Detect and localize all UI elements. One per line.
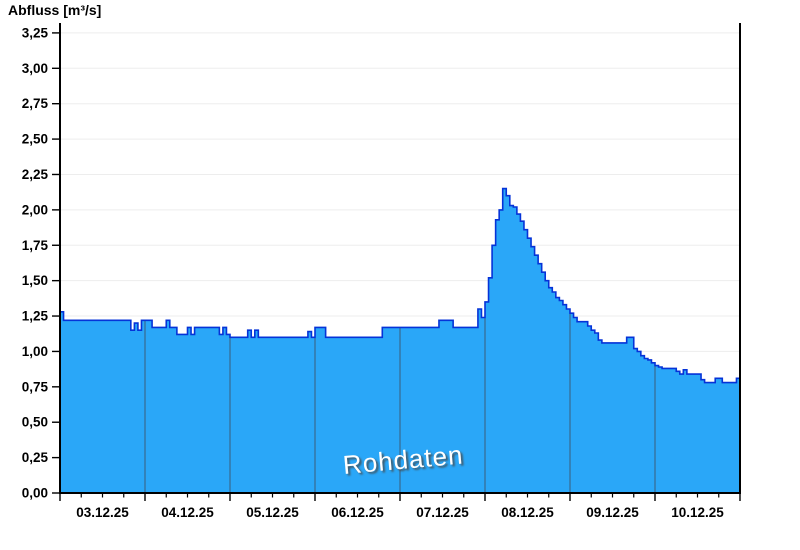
- x-tick-label: 05.12.25: [246, 505, 299, 520]
- y-tick-label: 1,25: [22, 309, 49, 324]
- y-tick-label: 1,50: [22, 273, 48, 288]
- x-tick-label: 10.12.25: [671, 505, 724, 520]
- y-tick-label: 0,75: [22, 379, 49, 394]
- y-tick-label: 0,50: [22, 415, 48, 430]
- y-tick-label: 3,25: [22, 25, 49, 40]
- discharge-line: [60, 187, 740, 384]
- y-tick-label: 1,75: [22, 238, 49, 253]
- x-tick-label: 03.12.25: [76, 505, 129, 520]
- y-tick-label: 2,25: [22, 167, 49, 182]
- chart-title: Abfluss [m³/s]: [8, 2, 102, 18]
- y-tick-label: 0,25: [22, 450, 49, 465]
- y-tick-label: 2,50: [22, 132, 48, 147]
- x-axis-ticks: 03.12.25 04.12.25 05.12.25 06.12.25 07.12.25…: [59, 493, 741, 520]
- y-tick-label: 2,75: [22, 96, 49, 111]
- x-tick-label: 04.12.25: [161, 505, 214, 520]
- x-tick-label: 08.12.25: [501, 505, 554, 520]
- x-tick-label: 09.12.25: [586, 505, 639, 520]
- y-axis-ticks: 0,00 0,25 0,50 0,75 1,00 1,25 1,50 1,75 2,00 2,25…: [22, 25, 60, 501]
- y-tick-label: 1,00: [22, 344, 48, 359]
- x-tick-label: 06.12.25: [331, 505, 384, 520]
- x-tick-label: 07.12.25: [416, 505, 469, 520]
- y-tick-label: 2,00: [22, 202, 48, 217]
- y-tick-label: 0,00: [22, 486, 48, 501]
- y-tick-label: 3,00: [22, 61, 48, 76]
